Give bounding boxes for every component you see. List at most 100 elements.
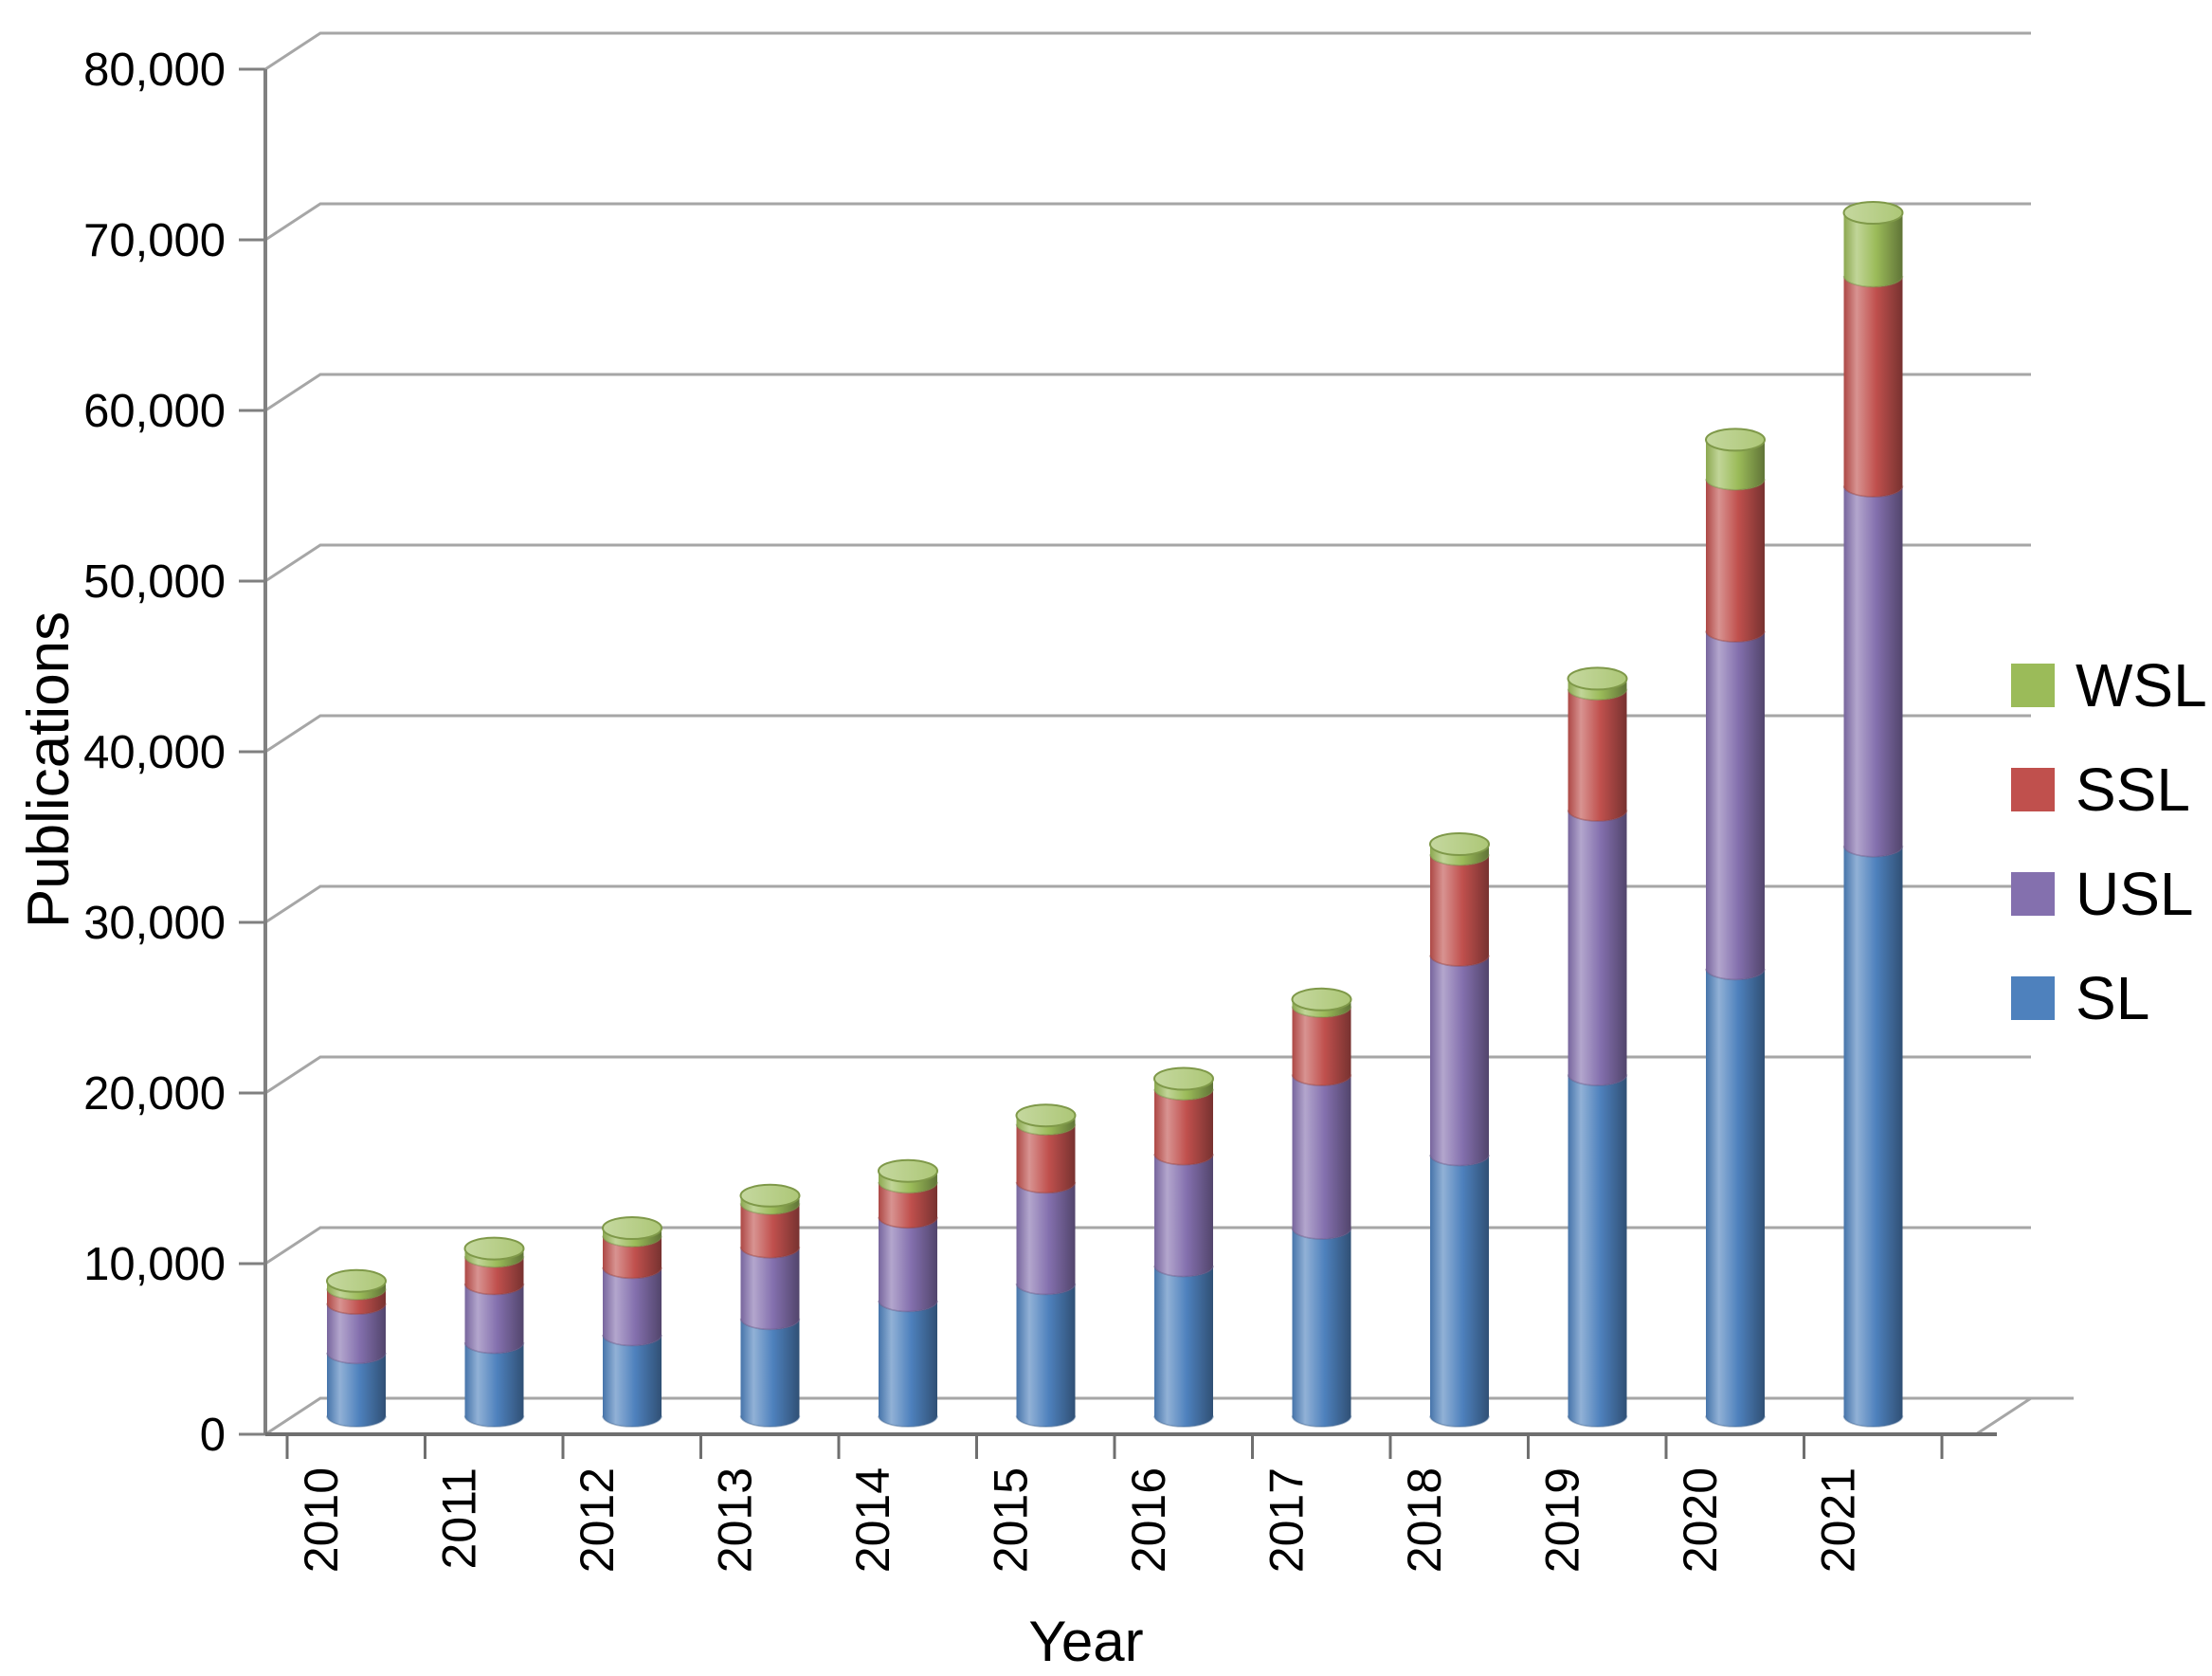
bar-segment-SL	[1292, 1228, 1351, 1427]
segment-rim	[1567, 688, 1628, 701]
bar-segment-SL	[327, 1352, 386, 1427]
x-axis-title: Year	[1028, 1610, 1143, 1673]
segment-rim	[1015, 1415, 1077, 1428]
segment-rim	[878, 1300, 938, 1313]
bar-segment-SSL	[327, 1288, 386, 1315]
segment-rim	[1429, 1415, 1490, 1428]
y-tick-label: 10,000	[83, 1239, 226, 1290]
segment-rim	[1153, 1154, 1214, 1166]
x-tick-label-2020: 2020	[1674, 1467, 1727, 1573]
segment-rim	[1291, 1415, 1352, 1428]
bar-segment-SSL	[1292, 1006, 1351, 1085]
legend-label: WSL	[2076, 651, 2207, 720]
y-tick-label: 80,000	[83, 45, 226, 96]
bar-segment-WSL	[1016, 1115, 1076, 1136]
x-tick-label-2017: 2017	[1260, 1467, 1314, 1573]
y-tick-label: 50,000	[83, 556, 226, 608]
bar-segment-USL	[1706, 630, 1765, 980]
segment-rim	[878, 1415, 938, 1428]
bar-top-cap	[602, 1216, 662, 1240]
legend-item-SSL: SSL	[2011, 738, 2207, 842]
bar-segment-SL	[464, 1342, 524, 1427]
segment-rim	[739, 1203, 801, 1215]
segment-rim	[1291, 1228, 1352, 1240]
legend-swatch-WSL	[2011, 664, 2055, 707]
bar-segment-USL	[1292, 1074, 1351, 1239]
legend-item-SL: SL	[2011, 946, 2207, 1050]
bar-segment-SSL	[879, 1181, 937, 1229]
bar-segment-USL	[1843, 485, 1903, 857]
segment-rim	[1567, 810, 1628, 822]
bar-2016	[1153, 1066, 1214, 1428]
bar-segment-SL	[1706, 968, 1765, 1427]
bar-segment-SSL	[1568, 688, 1627, 822]
gridline-50000	[239, 543, 2031, 583]
bar-segment-USL	[1430, 955, 1489, 1166]
x-tick-label-2014: 2014	[846, 1467, 899, 1573]
segment-rim	[463, 1283, 525, 1296]
bar-segment-WSL	[1843, 212, 1903, 287]
bar-segment-SSL	[1706, 479, 1765, 642]
bar-segment-SSL	[1843, 276, 1903, 497]
segment-rim	[1429, 854, 1490, 866]
gridline-70000	[239, 202, 2031, 242]
bar-2017	[1291, 987, 1352, 1428]
x-tick-label-2015: 2015	[985, 1467, 1038, 1573]
segment-rim	[1705, 1415, 1766, 1428]
y-tick-label: 60,000	[83, 386, 226, 437]
bar-segment-SL	[1430, 1155, 1489, 1427]
x-tick-label-2010: 2010	[295, 1467, 348, 1573]
bar-segment-SL	[603, 1335, 662, 1427]
bar-2013	[739, 1183, 801, 1428]
bar-top-cap	[1705, 428, 1766, 452]
legend-item-USL: USL	[2011, 842, 2207, 946]
bar-segment-USL	[879, 1216, 937, 1312]
segment-rim	[1429, 955, 1490, 967]
bar-segment-SL	[879, 1301, 937, 1427]
segment-rim	[1842, 485, 1904, 498]
segment-rim	[1015, 1123, 1077, 1136]
y-tick-label: 20,000	[83, 1068, 226, 1120]
bar-segment-SSL	[1154, 1088, 1213, 1165]
segment-rim	[878, 1216, 938, 1230]
y-tick-label: 30,000	[83, 898, 226, 949]
segment-rim	[1705, 630, 1766, 643]
segment-rim	[1567, 1074, 1628, 1086]
bar-2019	[1567, 666, 1628, 1428]
bar-segment-SL	[1568, 1074, 1627, 1427]
segment-rim	[1153, 1415, 1214, 1428]
segment-rim	[463, 1341, 525, 1355]
segment-rim	[1291, 1074, 1352, 1086]
segment-rim	[878, 1181, 938, 1194]
bar-segment-SSL	[603, 1235, 662, 1279]
x-tick-label-2019: 2019	[1536, 1467, 1589, 1573]
floor-right-edge	[1975, 1396, 2032, 1436]
bar-segment-WSL	[1292, 999, 1351, 1017]
segment-rim	[326, 1415, 387, 1428]
legend-swatch-SL	[2011, 976, 2055, 1020]
bar-segment-USL	[464, 1284, 524, 1354]
legend-item-WSL: WSL	[2011, 633, 2207, 738]
x-tick-label-2016: 2016	[1122, 1467, 1175, 1573]
x-tick-label-2012: 2012	[571, 1467, 624, 1573]
segment-rim	[602, 1415, 662, 1428]
bar-segment-WSL	[740, 1195, 800, 1214]
segment-rim	[1567, 1415, 1628, 1428]
bar-segment-WSL	[1568, 678, 1627, 701]
bar-2010	[326, 1268, 387, 1428]
bar-segment-WSL	[1154, 1079, 1213, 1101]
bar-top-cap	[739, 1183, 801, 1208]
bar-top-cap	[1842, 201, 1904, 225]
x-tick-label-2013: 2013	[709, 1467, 762, 1573]
bar-2020	[1705, 428, 1766, 1428]
segment-rim	[1842, 846, 1904, 858]
bar-segment-SSL	[1016, 1123, 1076, 1193]
x-tick-label-2011: 2011	[433, 1467, 486, 1570]
y-tick-label: 40,000	[83, 727, 226, 778]
legend-label: USL	[2076, 860, 2194, 928]
legend-swatch-SSL	[2011, 768, 2055, 811]
bar-top-cap	[1429, 832, 1490, 856]
bar-top-cap	[1153, 1066, 1214, 1091]
